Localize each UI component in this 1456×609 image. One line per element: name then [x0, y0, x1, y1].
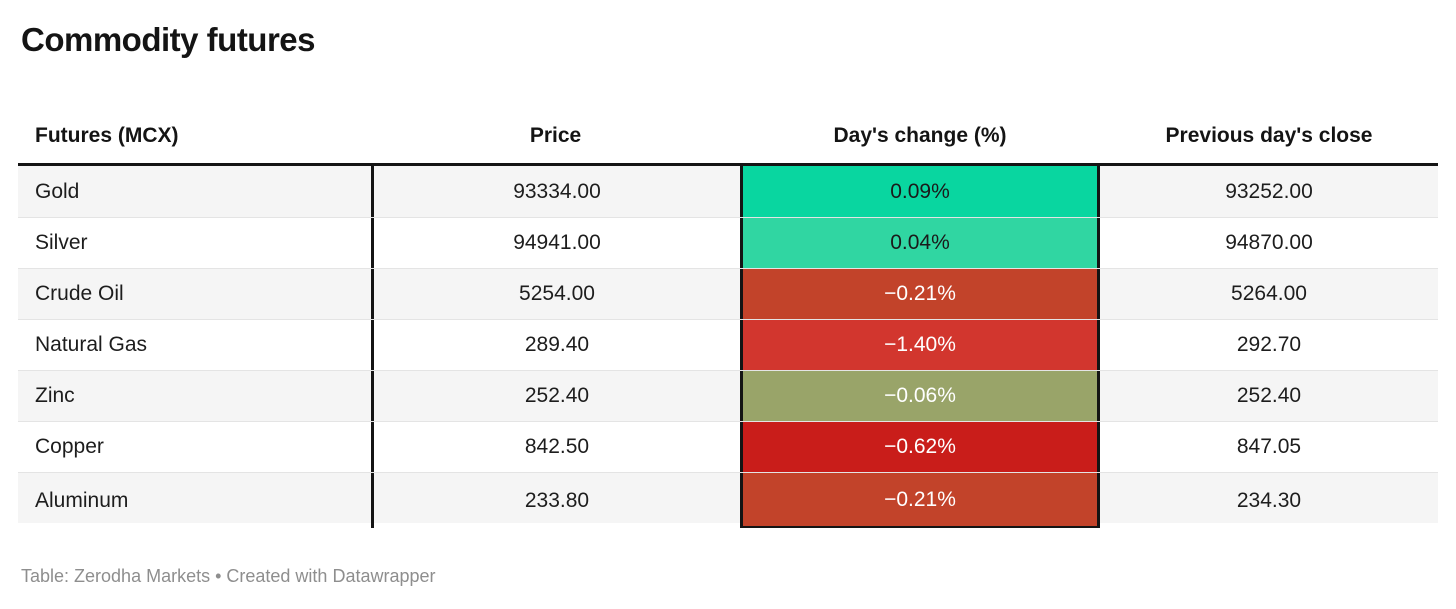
prev-close-cell: 252.40: [1236, 384, 1302, 407]
source-attribution: Table: Zerodha Markets • Created with Da…: [21, 566, 436, 586]
price-cell: 93334.00: [371, 166, 740, 217]
prev-close-cell: 847.05: [1236, 435, 1302, 458]
change-cell: −0.06%: [740, 371, 1100, 421]
prev-close-cell: 93252.00: [1225, 179, 1313, 203]
prev-close-cell: 94870.00: [1225, 231, 1313, 254]
table-row-crude-oil: Crude Oil 5254.00 −0.21% 5264.00: [18, 268, 1438, 319]
column-header-futures: Futures (MCX): [35, 124, 179, 147]
change-cell: −0.21%: [740, 473, 1100, 528]
table-row-natural-gas: Natural Gas 289.40 −1.40% 292.70: [18, 319, 1438, 370]
table-row-gold: Gold 93334.00 0.09% 93252.00: [18, 166, 1438, 217]
prev-close-cell: 234.30: [1236, 488, 1302, 512]
column-header-price: Price: [529, 124, 582, 147]
futures-name: Copper: [35, 435, 104, 458]
page-title: Commodity futures: [21, 21, 316, 58]
price-cell: 252.40: [371, 371, 740, 421]
futures-name: Gold: [35, 179, 80, 203]
change-cell: 0.04%: [740, 218, 1100, 268]
price-cell: 842.50: [371, 422, 740, 472]
table-row-silver: Silver 94941.00 0.04% 94870.00: [18, 217, 1438, 268]
change-cell: −1.40%: [740, 320, 1100, 370]
table-row-aluminum: Aluminum 233.80 −0.21% 234.30: [18, 472, 1438, 528]
prev-close-cell: 5264.00: [1231, 282, 1307, 305]
column-header-prev-close: Previous day's close: [1165, 124, 1373, 147]
price-cell: 94941.00: [371, 218, 740, 268]
commodity-table: Futures (MCX) Price Day's change (%) Pre…: [18, 109, 1438, 528]
futures-name: Aluminum: [35, 488, 129, 512]
change-cell: 0.09%: [740, 166, 1100, 217]
table-row-zinc: Zinc 252.40 −0.06% 252.40: [18, 370, 1438, 421]
change-cell: −0.62%: [740, 422, 1100, 472]
futures-name: Zinc: [35, 384, 75, 407]
table-header-row: Futures (MCX) Price Day's change (%) Pre…: [18, 109, 1438, 166]
change-cell: −0.21%: [740, 269, 1100, 319]
table-row-copper: Copper 842.50 −0.62% 847.05: [18, 421, 1438, 472]
futures-name: Natural Gas: [35, 333, 148, 356]
prev-close-cell: 292.70: [1236, 333, 1302, 356]
futures-name: Silver: [35, 231, 88, 254]
column-header-days-change: Day's change (%): [833, 124, 1007, 147]
price-cell: 233.80: [371, 473, 740, 528]
price-cell: 5254.00: [371, 269, 740, 319]
price-cell: 289.40: [371, 320, 740, 370]
futures-name: Crude Oil: [35, 282, 124, 305]
